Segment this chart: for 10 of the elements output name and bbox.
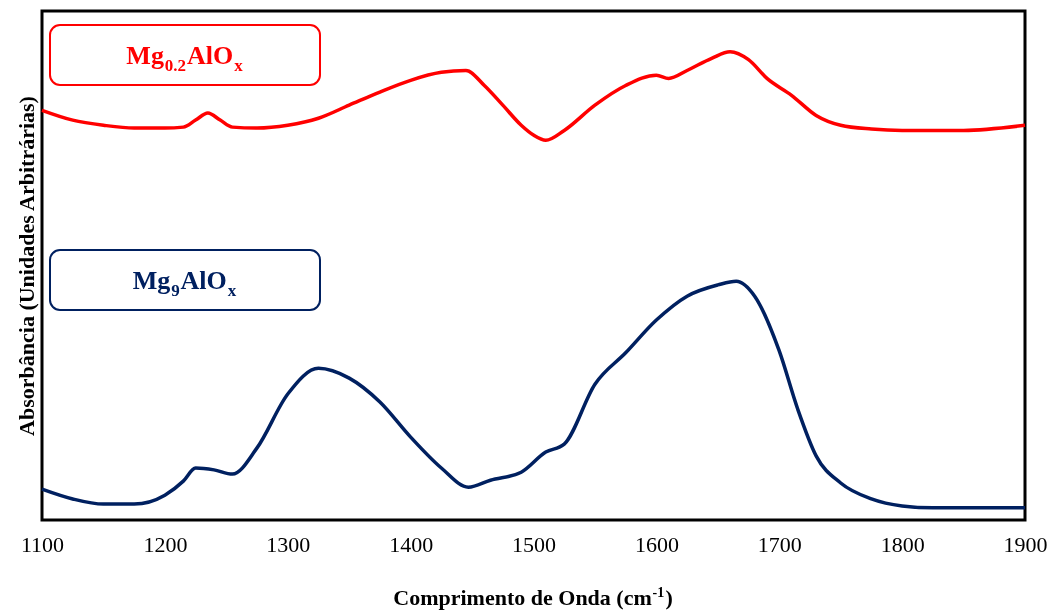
x-tick-label: 1700 (757, 531, 802, 557)
x-tick-label: 1500 (512, 531, 556, 557)
x-tick-label: 1100 (20, 531, 65, 557)
x-tick-label: 1200 (143, 531, 188, 557)
x-tick-label: 1900 (1003, 531, 1048, 557)
x-tick-label: 1800 (880, 531, 925, 557)
x-tick-label: 1400 (389, 531, 434, 557)
x-tick-label: 1300 (266, 531, 311, 557)
y-axis-title: Absorbância (Unidades Arbitrárias) (13, 96, 39, 436)
x-tick-label: 1600 (634, 531, 679, 557)
